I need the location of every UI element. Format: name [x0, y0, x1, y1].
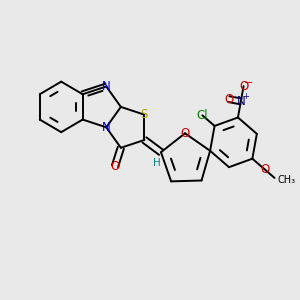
Text: N: N [102, 80, 111, 93]
Text: Cl: Cl [196, 109, 208, 122]
Text: O: O [180, 127, 190, 140]
Text: S: S [141, 108, 148, 121]
Text: O: O [260, 163, 269, 176]
Text: +: + [243, 92, 250, 100]
Text: H: H [153, 158, 160, 168]
Text: N: N [236, 95, 245, 108]
Text: O: O [224, 93, 233, 106]
Text: N: N [102, 121, 111, 134]
Text: CH₃: CH₃ [277, 175, 296, 185]
Text: O: O [110, 160, 120, 173]
Text: −: − [244, 78, 254, 88]
Text: O: O [239, 80, 248, 93]
